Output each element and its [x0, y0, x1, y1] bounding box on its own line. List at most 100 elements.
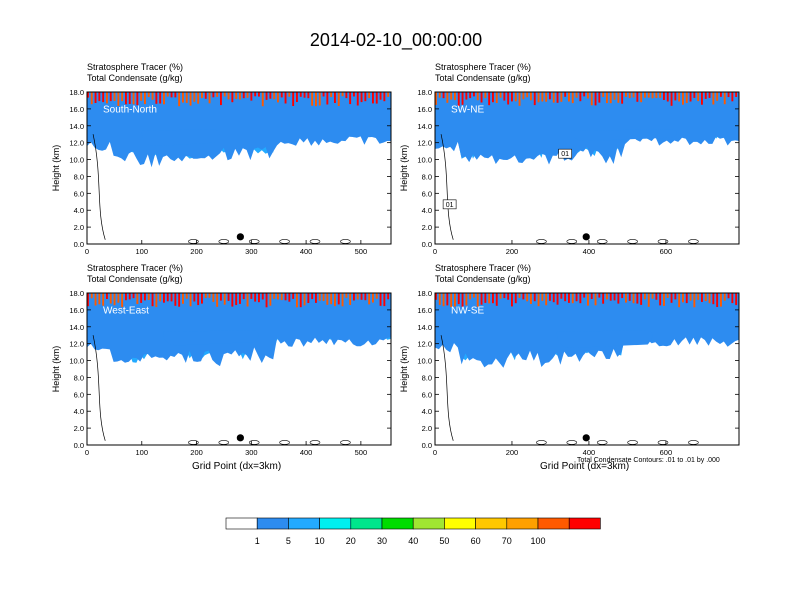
- tracer-streak: [552, 293, 555, 303]
- tracer-streak: [488, 293, 491, 304]
- page-title: 2014-02-10_00:00:00: [309, 30, 483, 50]
- tracer-streak: [499, 293, 502, 299]
- tracer-streak: [128, 92, 131, 104]
- condensate-contour: [188, 440, 199, 445]
- panel-subtitle-condensate: Total Condensate (g/kg): [435, 274, 531, 284]
- tracer-streak: [720, 293, 722, 307]
- tracer-streak: [174, 293, 177, 306]
- tracer-streak: [651, 92, 654, 99]
- tracer-intrusion: [571, 129, 677, 141]
- tracer-streak: [716, 293, 719, 307]
- tracer-streak: [571, 92, 574, 104]
- tracer-streak: [109, 92, 112, 102]
- tracer-streak: [712, 293, 715, 305]
- panel-label: South-North: [103, 104, 157, 115]
- condensate-contour: [309, 440, 321, 445]
- tracer-streak: [136, 92, 139, 106]
- tracer-streak: [514, 293, 517, 304]
- tracer-streak: [602, 92, 605, 97]
- tracer-streak: [201, 92, 203, 99]
- x-tick-label: 400: [583, 448, 596, 457]
- tracer-streak: [640, 293, 643, 305]
- tracer-streak: [568, 293, 570, 303]
- tracer-streak: [727, 92, 730, 98]
- tracer-streak: [223, 92, 226, 97]
- tracer-streak: [387, 293, 390, 300]
- tracer-streak: [250, 92, 253, 101]
- panel-subtitle-condensate: Total Condensate (g/kg): [87, 73, 183, 83]
- colorbar-swatch: [256, 517, 289, 530]
- tracer-streak: [155, 293, 158, 308]
- x-tick-label: 0: [433, 247, 437, 256]
- tracer-streak: [723, 293, 726, 301]
- tracer-streak: [438, 293, 441, 305]
- contour-label: 01: [561, 151, 569, 158]
- tracer-streak: [454, 92, 456, 101]
- tracer-streak: [197, 92, 200, 104]
- x-tick-label: 0: [85, 247, 89, 256]
- tracer-streak: [518, 92, 521, 106]
- tracer-streak: [368, 92, 371, 99]
- tracer-streak: [564, 293, 567, 302]
- y-tick-label: 0.0: [74, 441, 84, 450]
- y-tick-label: 8.0: [74, 172, 84, 181]
- tracer-streak: [480, 293, 483, 305]
- tracer-streak: [503, 92, 506, 101]
- tracer-streak: [159, 92, 162, 104]
- tracer-streak: [636, 92, 639, 102]
- tracer-streak: [140, 293, 143, 303]
- tracer-streak: [442, 92, 445, 99]
- tracer-streak: [560, 92, 563, 102]
- tracer-streak: [461, 92, 464, 105]
- tracer-intrusion: [556, 330, 653, 348]
- tracer-streak: [341, 293, 344, 307]
- tracer-streak: [685, 92, 688, 103]
- x-tick-label: 400: [300, 247, 313, 256]
- condensate-contour: [188, 239, 199, 244]
- condensate-contour: [218, 239, 230, 244]
- tracer-streak: [121, 92, 124, 102]
- contour-label: 01: [446, 202, 454, 209]
- tracer-streak: [334, 293, 336, 307]
- tracer-streak: [678, 92, 681, 102]
- tracer-streak: [261, 293, 264, 300]
- tracer-streak: [530, 293, 532, 304]
- tracer-streak: [227, 293, 230, 301]
- tracer-streak: [731, 293, 734, 304]
- x-tick-label: 200: [506, 448, 519, 457]
- tracer-streak: [307, 92, 310, 99]
- tracer-streak: [442, 293, 445, 307]
- tracer-streak: [341, 92, 344, 97]
- y-axis-label: Height (km): [399, 145, 409, 192]
- tracer-streak: [583, 92, 586, 97]
- tracer-streak: [674, 92, 677, 101]
- tracer-streak: [723, 92, 726, 105]
- tracer-streak: [356, 293, 359, 300]
- y-axis-label: Height (km): [51, 346, 61, 393]
- tracer-streak: [315, 92, 317, 107]
- tracer-streak: [117, 293, 120, 303]
- tracer-streak: [311, 293, 314, 300]
- tracer-streak: [522, 293, 525, 300]
- tracer-streak: [94, 293, 97, 306]
- x-tick-label: 200: [506, 247, 519, 256]
- tracer-streak: [560, 293, 563, 299]
- x-tick-label: 600: [660, 448, 673, 457]
- plot-frame: [86, 91, 392, 245]
- tracer-streak: [682, 293, 684, 303]
- tracer-streak: [632, 92, 635, 98]
- y-tick-label: 10.0: [417, 156, 432, 165]
- tracer-band: [435, 293, 739, 368]
- tracer-streak: [693, 293, 696, 308]
- condensate-contour: [688, 440, 699, 445]
- tracer-streak: [212, 293, 215, 302]
- tracer-streak: [598, 293, 601, 298]
- x-tick-label: 100: [136, 247, 149, 256]
- tracer-streak: [556, 92, 559, 103]
- tracer-streak: [454, 293, 456, 307]
- tracer-streak: [579, 293, 582, 304]
- tracer-streak: [465, 293, 468, 306]
- x-axis-label: Grid Point (dx=3km): [540, 461, 630, 472]
- tracer-streak: [296, 293, 298, 308]
- tracer-streak: [125, 92, 127, 105]
